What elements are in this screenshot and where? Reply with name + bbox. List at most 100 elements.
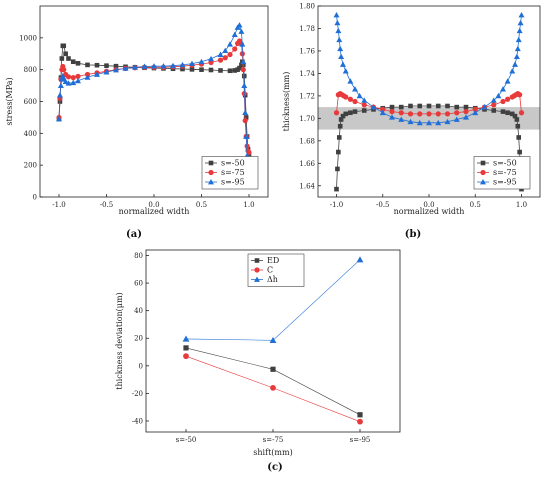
- chart-1-series-1-point: [517, 92, 523, 98]
- chart-1-ytick-label: 1.66: [299, 160, 315, 168]
- chart-1-series-2-point: [518, 11, 525, 18]
- caption-a: (a): [126, 229, 142, 240]
- chart-2-ytick-label: 20: [134, 335, 143, 343]
- chart-1-legend-label: s=-95: [493, 178, 517, 187]
- chart-0-series-2-point: [113, 66, 119, 73]
- chart-2-series-2-point: [182, 335, 190, 342]
- chart-1-series-1-point: [454, 110, 460, 116]
- chart-1-series-1-point: [333, 110, 340, 116]
- chart-2-series-0-point: [183, 345, 189, 351]
- chart-0-series-2-point: [242, 109, 249, 116]
- chart-2-series-1-point: [270, 384, 276, 391]
- chart-0-legend-marker: [208, 169, 214, 176]
- chart-1-series-1-point: [491, 102, 497, 108]
- chart-1-series-2-point: [352, 86, 358, 92]
- chart-1-series-1-point: [444, 111, 451, 117]
- chart-1-ytick-label: 1.76: [299, 47, 315, 55]
- chart-1-ytick-label: 1.74: [299, 70, 315, 78]
- chart-0-series-2-point: [240, 58, 247, 65]
- chart-0-series-0-point: [113, 63, 119, 69]
- chart-1-series-0-point: [509, 111, 515, 117]
- chart-1-ytick-label: 1.80: [299, 3, 315, 11]
- chart-1-series-2-point: [463, 114, 469, 120]
- chart-0-series-1-point: [217, 57, 224, 63]
- chart-1-series-2-point: [356, 92, 363, 99]
- chart-1-series-2-point: [517, 19, 524, 26]
- chart-1-series-0-point: [515, 123, 521, 129]
- chart-0-ytick-label: 400: [24, 130, 37, 138]
- chart-0-series-1-point: [65, 74, 72, 80]
- chart-1-series-2-point: [337, 45, 344, 52]
- chart-0-ytick-label: 0: [33, 194, 37, 202]
- chart-1-series-1-point: [426, 111, 432, 117]
- chart-0-series-2-point: [75, 77, 81, 84]
- chart-0-series-0-point: [180, 66, 185, 72]
- chart-0-series-0-point: [70, 59, 76, 65]
- chart-0-y-axis-label: stress(MPa): [5, 77, 14, 125]
- chart-1-series-2-point: [514, 45, 521, 52]
- chart-0-series-2-point: [141, 63, 148, 69]
- chart-0-xtick-label: 0.0: [148, 201, 159, 209]
- chart-2-y-axis-label: thickness deviation(μm): [115, 292, 124, 389]
- chart-2-series-0-point: [357, 412, 363, 418]
- chart-0-series-2-point: [238, 28, 245, 34]
- chart-0-legend-marker: [208, 160, 214, 166]
- chart-0-series-2-point: [132, 64, 138, 70]
- chart-1-series-1-point: [500, 98, 506, 105]
- chart-1-series-1-point: [472, 106, 478, 112]
- chart-2-series-1-point: [183, 353, 189, 360]
- chart-0-series-2-point: [227, 41, 233, 47]
- chart-0-series-0-point: [94, 62, 100, 68]
- chart-1-series-0-point: [417, 103, 423, 109]
- chart-0-series-2-point: [243, 133, 250, 139]
- chart-1-series-1-point: [435, 111, 441, 117]
- chart-1-legend-marker: [480, 179, 486, 185]
- chart-1-series-2-point: [389, 114, 395, 120]
- chart-1-series-1-point: [352, 98, 358, 105]
- chart-0-xtick-label: 1.0: [243, 201, 254, 209]
- chart-0-series-0-point: [59, 56, 65, 61]
- chart-2-legend-marker: [254, 258, 260, 263]
- chart-0-series-2-point: [70, 79, 77, 86]
- chart-0-ytick-label: 800: [24, 66, 37, 74]
- chart-1-series-2-point: [338, 53, 345, 59]
- chart-1-series-0-point: [500, 109, 506, 114]
- chart-0-series-2-point: [208, 55, 214, 62]
- chart-1-legend-marker: [480, 169, 486, 176]
- chart-2-xtick-label: s=-50: [176, 436, 197, 444]
- chart-1-series-2-point: [495, 92, 502, 99]
- chart-1-series-2-point: [335, 27, 342, 34]
- chart-2-ytick-label: -20: [132, 390, 143, 398]
- chart-2-ytick-label: 40: [134, 307, 143, 315]
- chart-1-series-2-point: [416, 119, 423, 126]
- chart-1-series-0-point: [435, 103, 441, 109]
- chart-1-series-2-point: [509, 68, 516, 74]
- chart-2-series-0-point: [270, 366, 276, 372]
- chart-1-series-0-point: [426, 103, 432, 109]
- chart-1-series-1-point: [417, 111, 423, 117]
- chart-1-xtick-label: -0.5: [376, 201, 390, 209]
- chart-1-series-0-point: [516, 135, 522, 140]
- chart-0-series-0-point: [199, 67, 204, 72]
- chart-1-series-0-point: [361, 108, 367, 113]
- chart-1-legend-marker: [480, 160, 486, 166]
- chart-1-series-2-point: [334, 19, 341, 26]
- chart-1-y-axis-label: thickness(mm): [282, 72, 291, 132]
- chart-1-ytick-label: 1.68: [299, 137, 315, 145]
- chart-1-series-2-point: [490, 97, 497, 103]
- chart-0-series-1-point: [70, 75, 76, 81]
- chart-1-series-0-point: [348, 110, 353, 116]
- chart-2-xtick-label: s=-75: [263, 436, 284, 444]
- chart-1-series-0-point: [340, 113, 346, 119]
- chart-1-series-0-point: [463, 104, 469, 110]
- chart-0-series-2-point: [94, 71, 100, 77]
- chart-0-series-2-point: [217, 51, 224, 57]
- chart-0-series-0-point: [85, 62, 90, 68]
- chart-1-series-0-point: [514, 117, 520, 122]
- chart-1-series-2-point: [516, 27, 523, 34]
- chart-0-series-2-point: [57, 82, 64, 88]
- chart-0-series-2-point: [160, 63, 167, 69]
- chart-1-series-1-point: [407, 111, 414, 117]
- chart-0-series-0-point: [208, 67, 214, 73]
